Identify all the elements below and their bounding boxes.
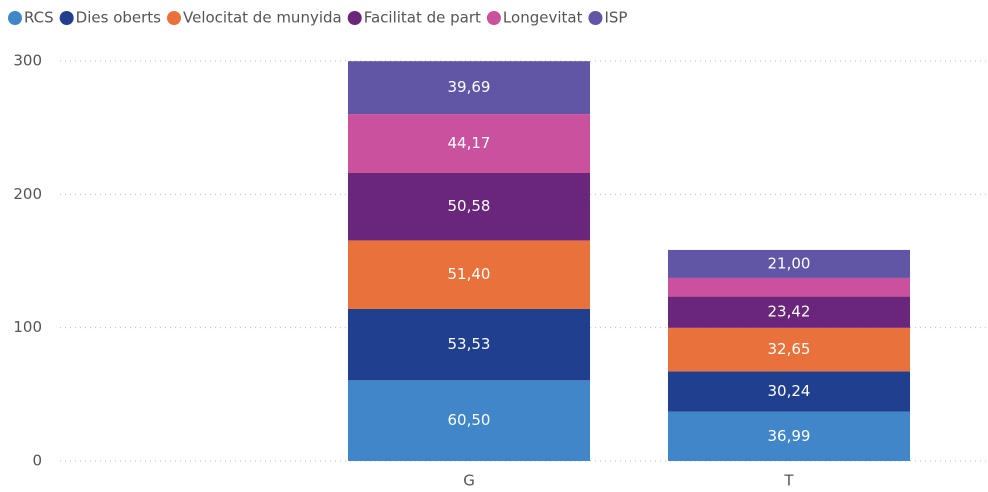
x-tick-label: T: [783, 472, 794, 490]
value-label: 53,53: [448, 335, 491, 353]
legend-label: Dies oberts: [76, 9, 162, 27]
bar-segment: [668, 327, 910, 372]
bar-segment: [668, 249, 910, 278]
value-label: 51,40: [448, 265, 491, 283]
legend-marker: [486, 11, 501, 25]
bar-segment: [348, 308, 590, 381]
legend-label: Longevitat: [503, 9, 583, 27]
bar-segment: [348, 380, 590, 461]
value-label: 32,65: [768, 340, 811, 358]
legend-label: ISP: [604, 9, 627, 27]
x-tick-label: G: [463, 472, 475, 490]
legend-marker: [167, 11, 181, 25]
bar-segment: [348, 172, 590, 241]
value-label: 30,24: [768, 382, 811, 400]
bar-segment: [348, 240, 590, 309]
y-tick-label: 300: [13, 52, 42, 70]
y-tick-label: 200: [13, 185, 42, 203]
legend-marker: [588, 11, 603, 25]
legend-marker: [59, 11, 74, 25]
legend-label: Facilitat de part: [364, 9, 481, 27]
y-tick-label: 100: [13, 318, 42, 336]
value-label: 23,42: [768, 303, 811, 321]
value-label: 44,17: [448, 134, 491, 152]
legend-marker: [347, 11, 362, 25]
bar-segment: [668, 277, 910, 297]
bar-segment: [668, 296, 910, 328]
bar-segment: [348, 114, 590, 173]
y-tick-label: 0: [32, 452, 42, 470]
bar-segment: [668, 411, 910, 461]
value-label: 36,99: [768, 427, 811, 445]
value-label: 60,50: [448, 411, 491, 429]
legend-label: RCS: [24, 9, 54, 27]
legend-label: Velocitat de munyida: [183, 9, 342, 27]
legend-marker: [8, 11, 22, 25]
value-label: 21,00: [768, 254, 811, 272]
value-label: 50,58: [448, 197, 491, 215]
bar-segment: [348, 61, 590, 115]
bar-segment: [668, 371, 910, 412]
value-label: 39,69: [448, 78, 491, 96]
